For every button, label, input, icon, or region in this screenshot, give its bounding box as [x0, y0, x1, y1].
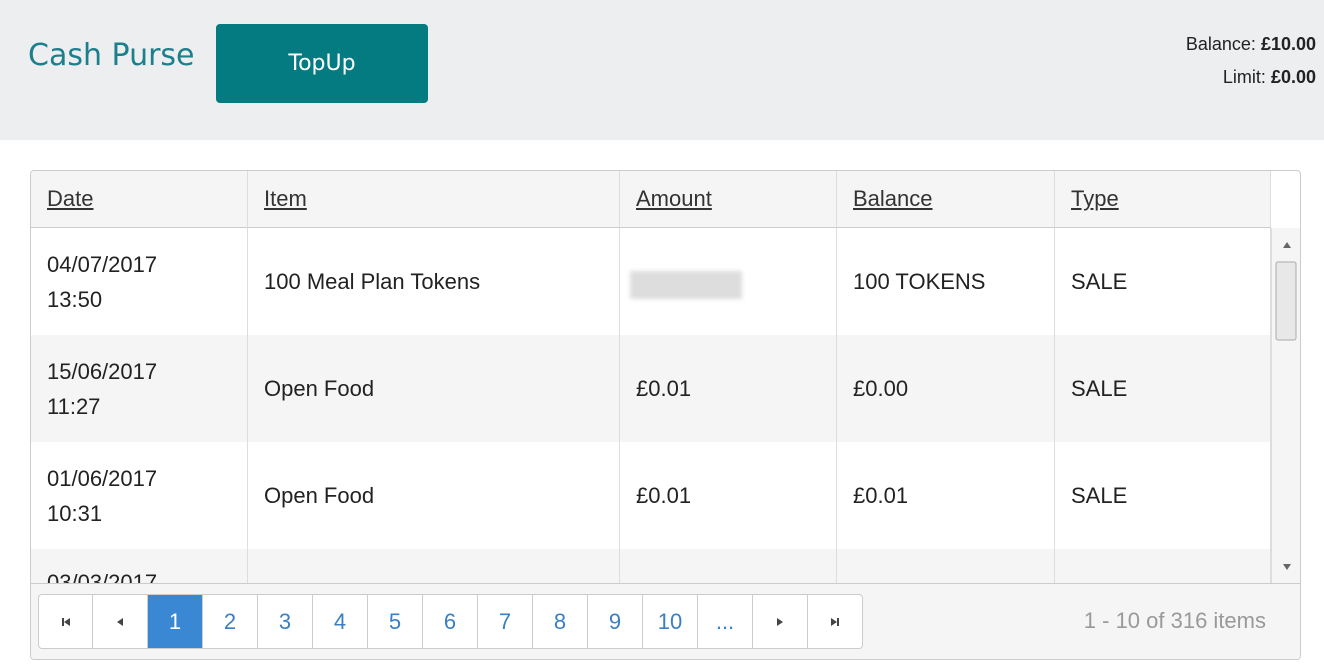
cell-text: 100 Meal Plan Tokens [264, 269, 481, 294]
page-button[interactable]: 4 [313, 594, 368, 649]
grid: 04/07/2017 13:50 100 Meal Plan Tokens 100 … [30, 170, 1301, 660]
cell-text: SALE [1071, 269, 1128, 294]
cell: 100 TOKENS [837, 228, 1055, 335]
balance-label: Balance: [1185, 34, 1256, 54]
column-header[interactable]: Type [1055, 171, 1271, 228]
cell: £0.01 [837, 442, 1055, 549]
account-info: Balance: £10.00 Limit: £0.00 [1186, 28, 1316, 94]
cell-text: SALE [1071, 376, 1128, 401]
cell: £0.00 [837, 335, 1055, 442]
cell-text: 100 TOKENS [853, 269, 986, 294]
page-button[interactable]: 2 [203, 594, 258, 649]
page-button[interactable]: 3 [258, 594, 313, 649]
arrow-icon [831, 617, 839, 626]
cell-text: 15/06/2017 11:27 [47, 358, 158, 419]
cell: 100 Meal Plan Tokens [248, 228, 620, 335]
cell: Open Food [248, 442, 620, 549]
cell: 04/07/2017 13:50 [31, 228, 248, 335]
cell: SALE [1055, 335, 1271, 442]
pager-arrow[interactable] [93, 594, 148, 649]
arrow-icon [117, 617, 123, 626]
page-button[interactable]: 9 [588, 594, 643, 649]
balance: £10.00 [1260, 34, 1316, 54]
limit: £0.00 [1270, 67, 1316, 87]
cell-text: 01/06/2017 10:31 [47, 465, 158, 526]
cell [620, 549, 837, 584]
cell: Open Food [248, 335, 620, 442]
arrow-icon [777, 617, 783, 626]
cell: £0.01 [620, 335, 837, 442]
page-button[interactable]: 10 [643, 594, 698, 649]
cell-text: Open Food [264, 376, 375, 401]
cell: SALE [1055, 228, 1271, 335]
cell-text: £0.01 [853, 483, 909, 508]
cell-text: £0.00 [853, 376, 909, 401]
header: Cash Purse TopUp Balance: £10.00 Limit: … [0, 0, 1324, 140]
blurred-amount [630, 271, 742, 299]
cell: £0.01 [620, 442, 837, 549]
scrollbar-icons [1275, 242, 1297, 570]
cell [248, 549, 620, 584]
title: Cash Purse [28, 38, 195, 73]
column-header[interactable]: Date [31, 171, 248, 228]
arrow-icon [61, 617, 70, 626]
cell: SALE [1055, 442, 1271, 549]
cell-text: 04/07/2017 13:50 [47, 251, 158, 312]
column-header[interactable]: Balance [837, 171, 1055, 228]
limit-label: Limit: [1222, 67, 1266, 87]
cell [837, 549, 1055, 584]
page-button[interactable]: 6 [423, 594, 478, 649]
page-button[interactable]: 8 [533, 594, 588, 649]
scrollbar[interactable] [1271, 228, 1300, 584]
pager-info: 1 - 10 of 316 items [1083, 608, 1266, 633]
cell-text: £0.01 [636, 483, 692, 508]
grid-body: 04/07/2017 13:50 100 Meal Plan Tokens 100 … [31, 228, 1271, 584]
column-header[interactable]: Item [248, 171, 620, 228]
pager: 1 - 10 of 316 items 1 2 3 4 5 6 7 8 9 10... [31, 583, 1300, 659]
cell-text: 03/03/2017 [47, 570, 158, 584]
page-button[interactable]: 5 [368, 594, 423, 649]
cell: 03/03/2017 [31, 549, 248, 584]
page-button[interactable]: 1 [148, 594, 203, 649]
topup-button[interactable]: TopUp [216, 24, 428, 103]
page-button[interactable]: 7 [478, 594, 533, 649]
cell-text: £0.01 [636, 376, 692, 401]
cell: 01/06/2017 10:31 [31, 442, 248, 549]
column-header[interactable]: Amount [620, 171, 837, 228]
pager-arrow[interactable] [38, 594, 93, 649]
cell-text: SALE [1071, 483, 1128, 508]
pager-arrow[interactable] [753, 594, 808, 649]
page-button[interactable]: ... [698, 594, 753, 649]
cell: 15/06/2017 11:27 [31, 335, 248, 442]
cell-text: Open Food [264, 483, 375, 508]
pager-arrow[interactable] [808, 594, 863, 649]
cell [1055, 549, 1271, 584]
